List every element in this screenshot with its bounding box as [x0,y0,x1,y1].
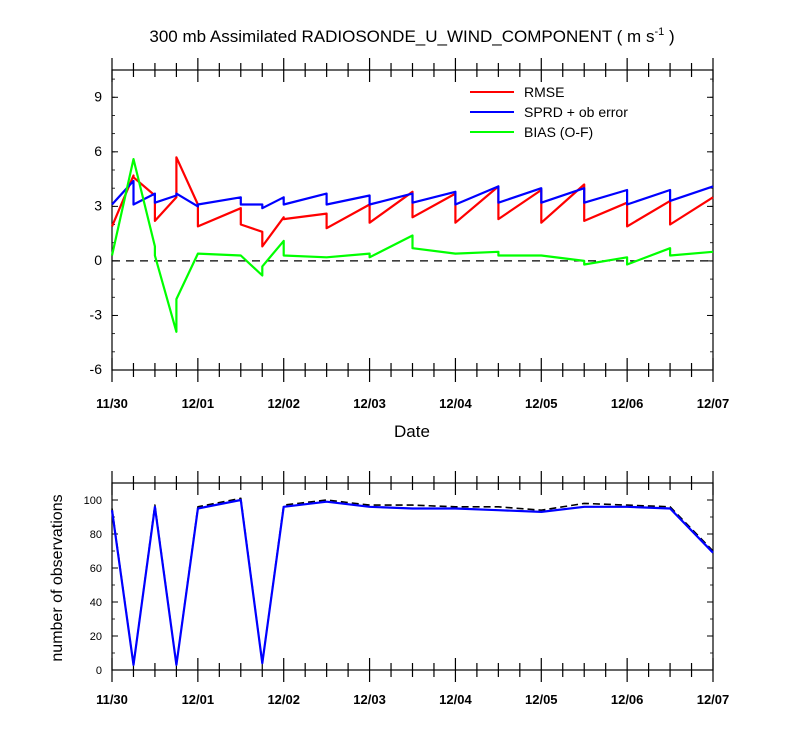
bottom-frame [111,482,714,671]
top-x-tick-label: 12/06 [611,396,644,411]
top-x-tick-label: 12/02 [267,396,300,411]
bottom-x-tick-label: 12/06 [611,692,644,707]
legend-label: BIAS (O-F) [524,124,593,140]
top-y-tick-label: 9 [94,88,102,104]
top-x-axis-label: Date [394,422,430,441]
top-x-tick-label: 12/05 [525,396,558,411]
bottom-y-tick-label: 0 [96,665,102,677]
bottom-panel: 0 20 40 60 80 100 11/30 12/01 12/02 12/03 12/04 12/… [84,471,730,707]
top-series-bias-o-f [110,158,714,333]
bottom-x-tick-label: 12/01 [182,692,215,707]
bottom-y-tick-label: 100 [84,495,102,507]
bottom-x-tick-label: 12/05 [525,692,558,707]
chart-title-unit-exponent: -1 [654,26,664,38]
bottom-y-tick-label: 40 [90,597,102,609]
bottom-y-tick-label: 20 [90,631,102,643]
bottom-x-tick-label: 12/07 [697,692,730,707]
bottom-y-tick-label: 60 [90,563,102,575]
top-y-tick-label: -6 [90,361,103,377]
top-y-tick-label: -3 [90,306,103,322]
legend-label: SPRD + ob error [524,104,628,120]
top-y-tick-label: 6 [94,143,102,159]
bottom-x-tick-label: 12/04 [439,692,472,707]
top-x-tick-label: 12/07 [697,396,730,411]
bottom-x-tick-label: 12/02 [267,692,300,707]
top-x-tick-label: 12/03 [353,396,386,411]
bottom-series-series-0 [111,497,714,666]
top-series-sprd-ob-error [111,179,714,210]
bottom-y-tick-label: 80 [90,529,102,541]
chart-title-end: ) [664,27,674,46]
top-x-tick-label: 12/04 [439,396,472,411]
bottom-series-series-1 [110,498,714,667]
top-panel: -6 -3 0 3 6 9 11/30 12/01 12/02 12/03 12/04 12/05 12… [90,58,730,411]
legend-label: RMSE [524,84,564,100]
chart-title-text: 300 mb Assimilated RADIOSONDE_U_WIND_COM… [149,27,654,46]
bottom-x-tick-label: 12/03 [353,692,386,707]
bottom-x-tick-label: 11/30 [96,692,128,707]
top-x-tick-label: 12/01 [182,396,215,411]
chart-title: 300 mb Assimilated RADIOSONDE_U_WIND_COM… [149,26,674,46]
top-y-tick-label: 3 [94,197,102,213]
top-y-tick-label: 0 [94,252,102,268]
bottom-y-axis-label: number of observations [49,494,66,661]
top-x-tick-label: 11/30 [96,396,128,411]
